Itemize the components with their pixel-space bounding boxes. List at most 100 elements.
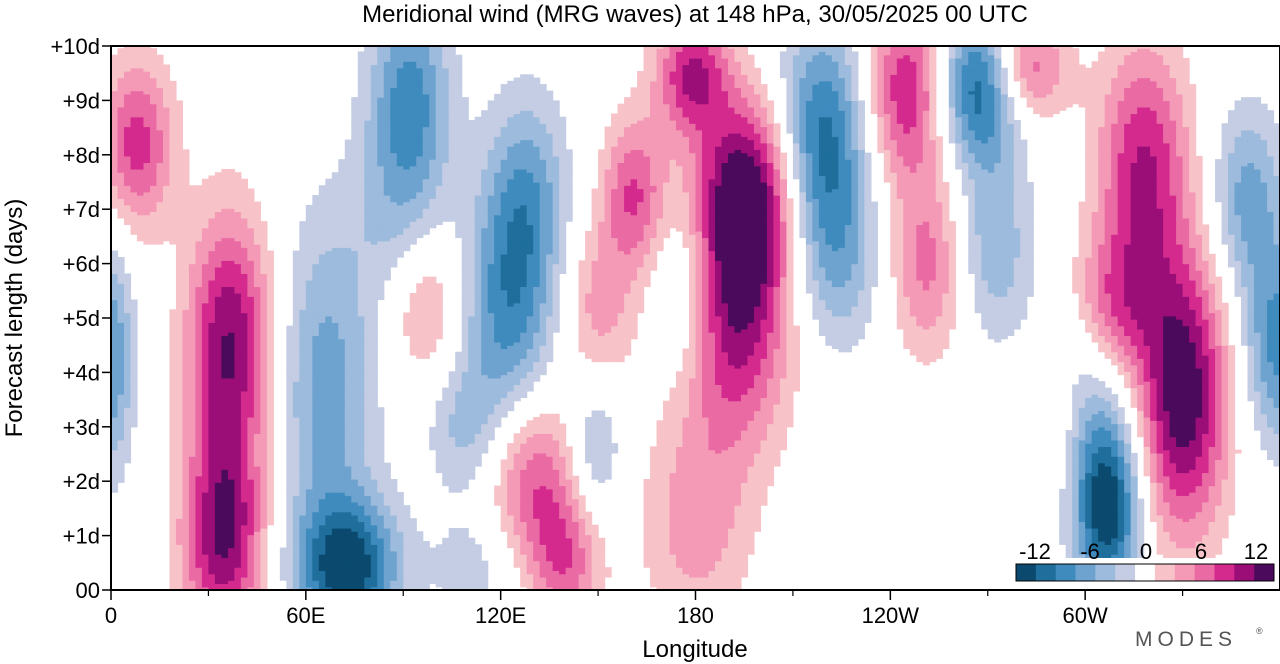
- field-cell: [559, 531, 567, 536]
- field-cell: [669, 560, 677, 565]
- field-cell: [312, 531, 320, 536]
- field-cell: [714, 567, 723, 572]
- field-cell: [331, 573, 339, 578]
- field-cell: [546, 576, 554, 581]
- field-cell: [357, 524, 365, 529]
- field-cell: [247, 554, 255, 558]
- field-cell: [721, 544, 729, 549]
- field-cell: [214, 531, 222, 536]
- field-cell: [253, 576, 261, 581]
- field-cell: [344, 524, 352, 529]
- field-cell: [650, 534, 658, 539]
- field-cell: [403, 563, 411, 568]
- field-cell: [279, 573, 287, 578]
- field-cell: [357, 521, 365, 526]
- field-cell: [247, 560, 255, 565]
- field-cell: [714, 527, 723, 532]
- field-cell: [682, 557, 690, 562]
- field-cell: [481, 580, 489, 585]
- field-cell: [689, 563, 697, 568]
- field-cell: [676, 521, 684, 526]
- field-cell: [325, 573, 333, 578]
- field-cell: [325, 531, 333, 536]
- field-cell: [416, 547, 424, 552]
- field-cell: [182, 576, 190, 581]
- field-cell: [650, 531, 658, 536]
- field-cell: [1182, 544, 1190, 549]
- field-cell: [539, 537, 547, 542]
- field-cell: [227, 563, 235, 568]
- field-cell: [169, 547, 177, 552]
- field-cell: [188, 544, 197, 549]
- field-cell: [221, 554, 229, 558]
- field-cell: [1098, 521, 1106, 526]
- field-cell: [682, 560, 690, 565]
- field-cell: [383, 567, 391, 572]
- field-cell: [377, 534, 385, 539]
- field-cell: [559, 544, 567, 549]
- field-cell: [351, 580, 359, 585]
- field-cell: [559, 541, 567, 545]
- field-cell: [591, 524, 599, 529]
- field-cell: [507, 443, 515, 447]
- field-cell: [195, 531, 203, 536]
- field-cell: [1221, 518, 1229, 523]
- field-cell: [169, 518, 177, 523]
- field-cell: [383, 537, 391, 542]
- field-cell: [448, 537, 456, 542]
- field-cell: [1117, 534, 1125, 539]
- field-cell: [442, 554, 450, 558]
- field-cell: [676, 527, 684, 532]
- field-cell: [747, 521, 755, 526]
- field-cell: [1215, 547, 1223, 552]
- field-cell: [442, 544, 450, 549]
- field-cell: [1169, 527, 1177, 532]
- field-cell: [416, 583, 424, 588]
- field-cell: [572, 576, 580, 581]
- field-cell: [169, 580, 177, 585]
- field-cell: [663, 531, 671, 536]
- field-cell: [1215, 518, 1223, 523]
- field-cell: [578, 518, 586, 523]
- field-cell: [214, 580, 222, 585]
- field-cell: [572, 524, 580, 529]
- field-cell: [565, 446, 573, 451]
- field-cell: [1117, 518, 1125, 523]
- field-cell: [663, 518, 671, 523]
- field-cell: [364, 560, 372, 565]
- field-cell: [331, 567, 339, 572]
- field-cell: [357, 554, 365, 558]
- field-cell: [721, 534, 729, 539]
- field-cell: [448, 527, 456, 532]
- field-cell: [448, 576, 456, 581]
- field-cell: [286, 550, 294, 555]
- field-cell: [422, 576, 430, 581]
- field-cell: [318, 521, 326, 526]
- field-cell: [422, 567, 430, 572]
- field-cell: [1091, 531, 1099, 536]
- field-cell: [520, 557, 528, 562]
- field-cell: [182, 580, 190, 585]
- field-cell: [708, 521, 716, 526]
- field-cell: [650, 554, 658, 558]
- field-cell: [175, 554, 184, 558]
- field-cell: [396, 550, 404, 555]
- field-cell: [552, 583, 560, 588]
- field-cell: [663, 560, 671, 565]
- field-cell: [669, 544, 677, 549]
- field-cell: [383, 547, 391, 552]
- field-cell: [701, 554, 710, 558]
- field-cell: [169, 550, 177, 555]
- field-cell: [357, 570, 365, 575]
- field-cell: [1189, 537, 1197, 542]
- field-cell: [234, 518, 242, 523]
- field-cell: [299, 576, 307, 581]
- field-cell: [578, 570, 586, 575]
- field-cell: [1104, 541, 1112, 545]
- field-cell: [461, 547, 469, 552]
- field-cell: [383, 527, 391, 532]
- field-cell: [1202, 534, 1210, 539]
- field-cell: [403, 521, 411, 526]
- field-cell: [370, 557, 378, 562]
- field-cell: [461, 576, 469, 581]
